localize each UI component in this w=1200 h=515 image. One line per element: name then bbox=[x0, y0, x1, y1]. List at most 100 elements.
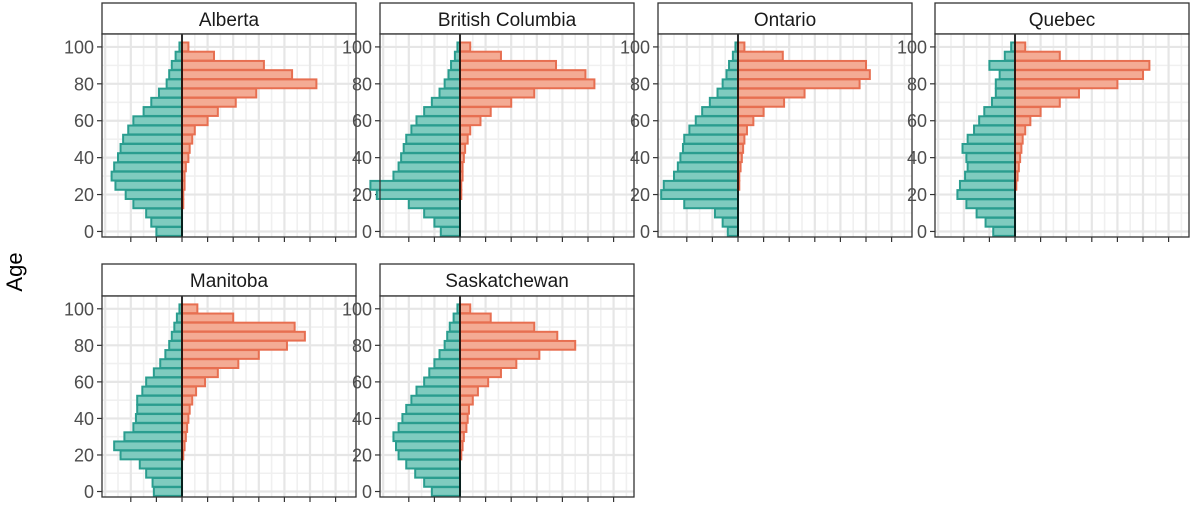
bar-left bbox=[138, 458, 183, 470]
bar-left bbox=[395, 440, 461, 452]
facet-title: Manitoba bbox=[190, 271, 269, 292]
bar-left bbox=[673, 170, 739, 182]
bar-left bbox=[433, 358, 461, 369]
bar-left bbox=[701, 106, 739, 117]
facet-strip bbox=[379, 2, 635, 35]
y-tick-label: 0 bbox=[84, 222, 94, 242]
bar-left bbox=[721, 78, 740, 90]
y-tick-label: 80 bbox=[630, 74, 650, 94]
bar-left bbox=[679, 152, 740, 164]
bar-right bbox=[181, 367, 219, 379]
bar-right bbox=[737, 69, 871, 81]
bar-right bbox=[1014, 87, 1080, 99]
bar-right bbox=[181, 339, 288, 351]
y-tick-label: 80 bbox=[74, 74, 94, 94]
bar-right bbox=[181, 376, 207, 388]
bar-left bbox=[132, 198, 183, 210]
bar-left bbox=[151, 476, 183, 488]
y-tick-label: 60 bbox=[352, 111, 372, 131]
bar-right bbox=[181, 142, 191, 154]
bar-left bbox=[152, 367, 183, 379]
bar-right bbox=[737, 106, 765, 117]
bar-right bbox=[737, 96, 786, 108]
bar-left bbox=[142, 106, 184, 117]
panel-saskatchewan: Saskatchewan 0 20 40 60 80 100 bbox=[342, 263, 635, 502]
bar-right bbox=[181, 349, 260, 360]
bar-left bbox=[392, 431, 461, 443]
bar-right bbox=[181, 78, 318, 90]
bar-left bbox=[992, 226, 1016, 237]
bar-right bbox=[459, 321, 536, 333]
bar-left bbox=[439, 226, 461, 237]
bar-left bbox=[405, 133, 461, 145]
bar-left bbox=[113, 161, 183, 173]
bar-right bbox=[181, 358, 240, 369]
bar-left bbox=[170, 330, 183, 342]
bar-left bbox=[958, 179, 1017, 191]
bar-left bbox=[375, 189, 461, 200]
panel-border bbox=[657, 33, 913, 238]
bar-right bbox=[737, 124, 748, 136]
bar-left bbox=[694, 115, 740, 127]
bar-right bbox=[459, 403, 470, 415]
bar-left bbox=[132, 115, 183, 127]
bar-left bbox=[430, 486, 461, 497]
bar-left bbox=[965, 152, 1016, 164]
bar-right bbox=[1014, 96, 1061, 108]
bar-right bbox=[181, 115, 209, 127]
bar-left bbox=[726, 226, 740, 237]
bar-left bbox=[159, 358, 184, 369]
bar-right bbox=[737, 41, 746, 53]
bar-left bbox=[152, 486, 183, 497]
bar-left bbox=[721, 216, 740, 228]
y-tick-label: 100 bbox=[620, 37, 650, 57]
bar-right bbox=[181, 321, 296, 333]
bar-left bbox=[448, 321, 462, 333]
y-tick-label: 20 bbox=[352, 445, 372, 465]
bar-right bbox=[181, 394, 194, 406]
bar-left bbox=[725, 69, 739, 81]
bar-left bbox=[443, 339, 462, 351]
y-tick-label: 60 bbox=[74, 111, 94, 131]
bar-right bbox=[1014, 59, 1151, 71]
y-tick-label: 40 bbox=[74, 148, 94, 168]
y-tick-label: 40 bbox=[352, 148, 372, 168]
bar-right bbox=[459, 87, 536, 99]
bar-left bbox=[122, 133, 184, 145]
bar-right bbox=[181, 403, 191, 415]
bar-right bbox=[737, 87, 806, 99]
bar-right bbox=[459, 413, 469, 424]
bar-right bbox=[181, 303, 199, 315]
bar-left bbox=[428, 367, 461, 379]
bar-right bbox=[459, 106, 492, 117]
bar-left bbox=[683, 198, 739, 210]
facet-title: British Columbia bbox=[438, 10, 577, 31]
bar-right bbox=[459, 115, 482, 127]
bar-right bbox=[181, 69, 294, 81]
bar-left bbox=[716, 87, 740, 99]
bar-left bbox=[113, 440, 183, 452]
y-tick-label: 40 bbox=[74, 409, 94, 429]
bar-left bbox=[438, 87, 461, 99]
bar-left bbox=[397, 161, 461, 173]
y-tick-label: 20 bbox=[352, 185, 372, 205]
bar-right bbox=[181, 385, 198, 397]
bar-right bbox=[459, 422, 468, 433]
y-tick-label: 100 bbox=[64, 37, 94, 57]
bar-left bbox=[168, 339, 183, 351]
panel-border bbox=[379, 33, 635, 238]
bar-left bbox=[683, 133, 739, 145]
y-tick-label: 60 bbox=[74, 372, 94, 392]
bar-right bbox=[1014, 124, 1027, 136]
bar-right bbox=[1014, 69, 1144, 81]
bar-right bbox=[459, 96, 513, 108]
bar-left bbox=[423, 476, 462, 488]
bar-left bbox=[155, 226, 183, 237]
bar-right bbox=[181, 87, 258, 99]
facet-title: Ontario bbox=[754, 10, 816, 31]
panel-border bbox=[101, 33, 357, 238]
bar-left bbox=[132, 422, 183, 433]
bar-left bbox=[173, 321, 184, 333]
facet-strip bbox=[101, 263, 357, 297]
facet-title: Quebec bbox=[1029, 10, 1096, 31]
